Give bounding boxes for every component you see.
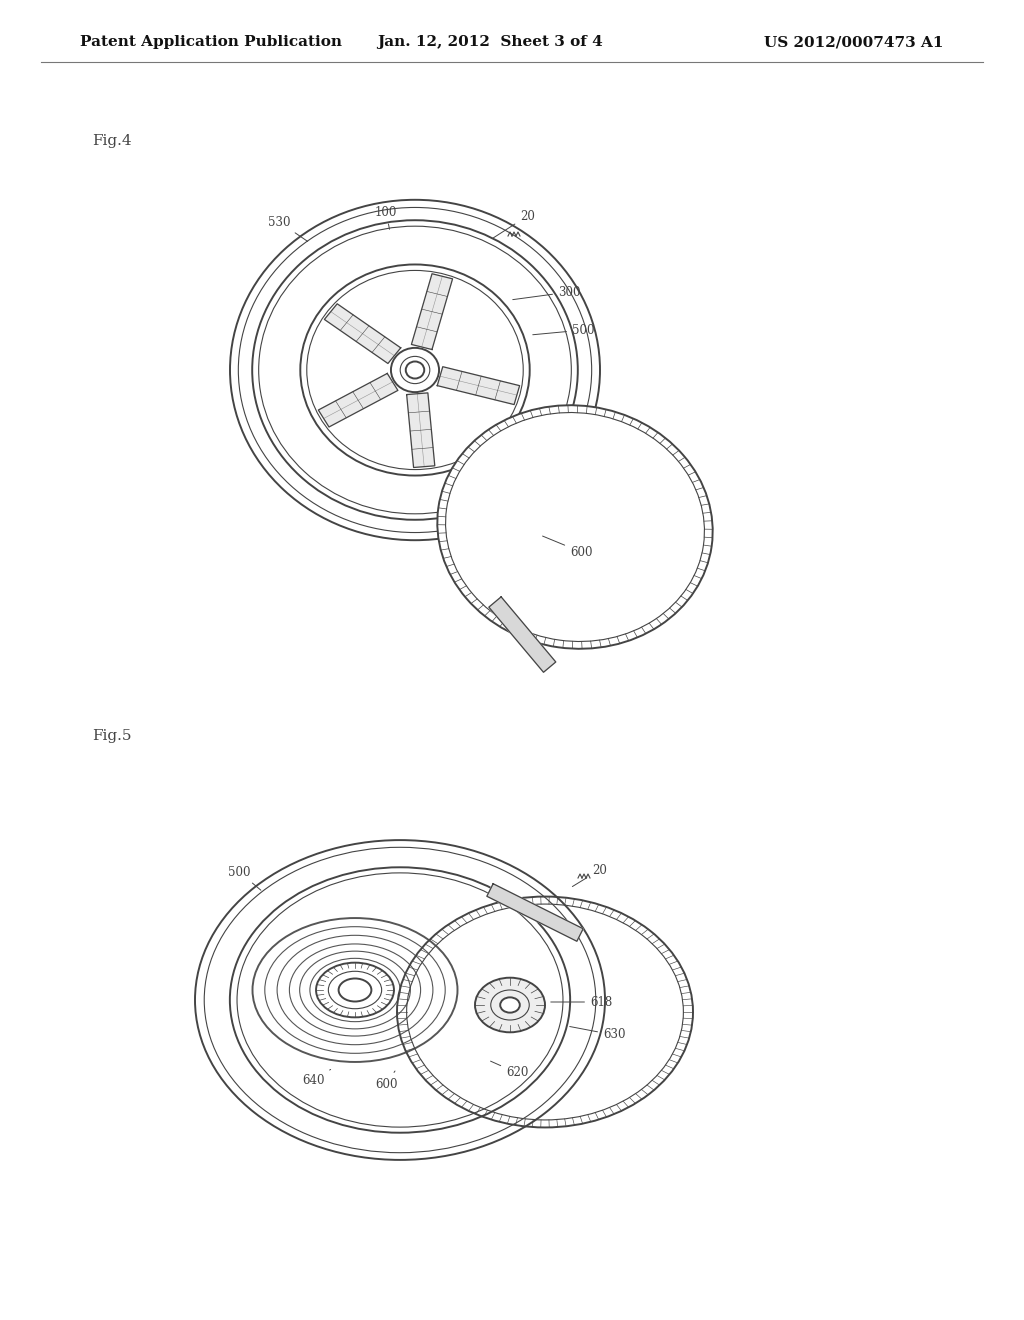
Text: 100: 100 xyxy=(375,206,397,230)
Text: 600: 600 xyxy=(375,1071,397,1090)
Text: Fig.5: Fig.5 xyxy=(92,729,131,743)
Ellipse shape xyxy=(391,348,439,392)
Text: US 2012/0007473 A1: US 2012/0007473 A1 xyxy=(765,36,944,49)
Ellipse shape xyxy=(475,978,545,1032)
Text: Patent Application Publication: Patent Application Publication xyxy=(80,36,342,49)
Text: Fig.4: Fig.4 xyxy=(92,135,132,148)
Text: 640: 640 xyxy=(302,1069,331,1086)
Polygon shape xyxy=(325,304,400,363)
Text: 20: 20 xyxy=(572,863,607,887)
Text: 500: 500 xyxy=(228,866,261,890)
Text: 630: 630 xyxy=(569,1027,626,1041)
Text: Jan. 12, 2012  Sheet 3 of 4: Jan. 12, 2012 Sheet 3 of 4 xyxy=(377,36,603,49)
Ellipse shape xyxy=(252,220,578,520)
Ellipse shape xyxy=(339,978,372,1002)
Polygon shape xyxy=(437,367,519,404)
Ellipse shape xyxy=(437,405,713,649)
Polygon shape xyxy=(486,883,583,941)
Ellipse shape xyxy=(500,998,520,1012)
Polygon shape xyxy=(412,273,453,350)
Text: 300: 300 xyxy=(513,285,581,300)
Text: 618: 618 xyxy=(551,995,612,1008)
Text: 500: 500 xyxy=(532,323,595,337)
Text: 620: 620 xyxy=(490,1061,528,1080)
Polygon shape xyxy=(407,393,435,467)
Text: 20: 20 xyxy=(493,210,535,239)
Polygon shape xyxy=(318,374,398,426)
Polygon shape xyxy=(488,597,556,672)
Text: 600: 600 xyxy=(543,536,593,558)
Ellipse shape xyxy=(316,962,394,1018)
Text: 530: 530 xyxy=(268,215,307,242)
